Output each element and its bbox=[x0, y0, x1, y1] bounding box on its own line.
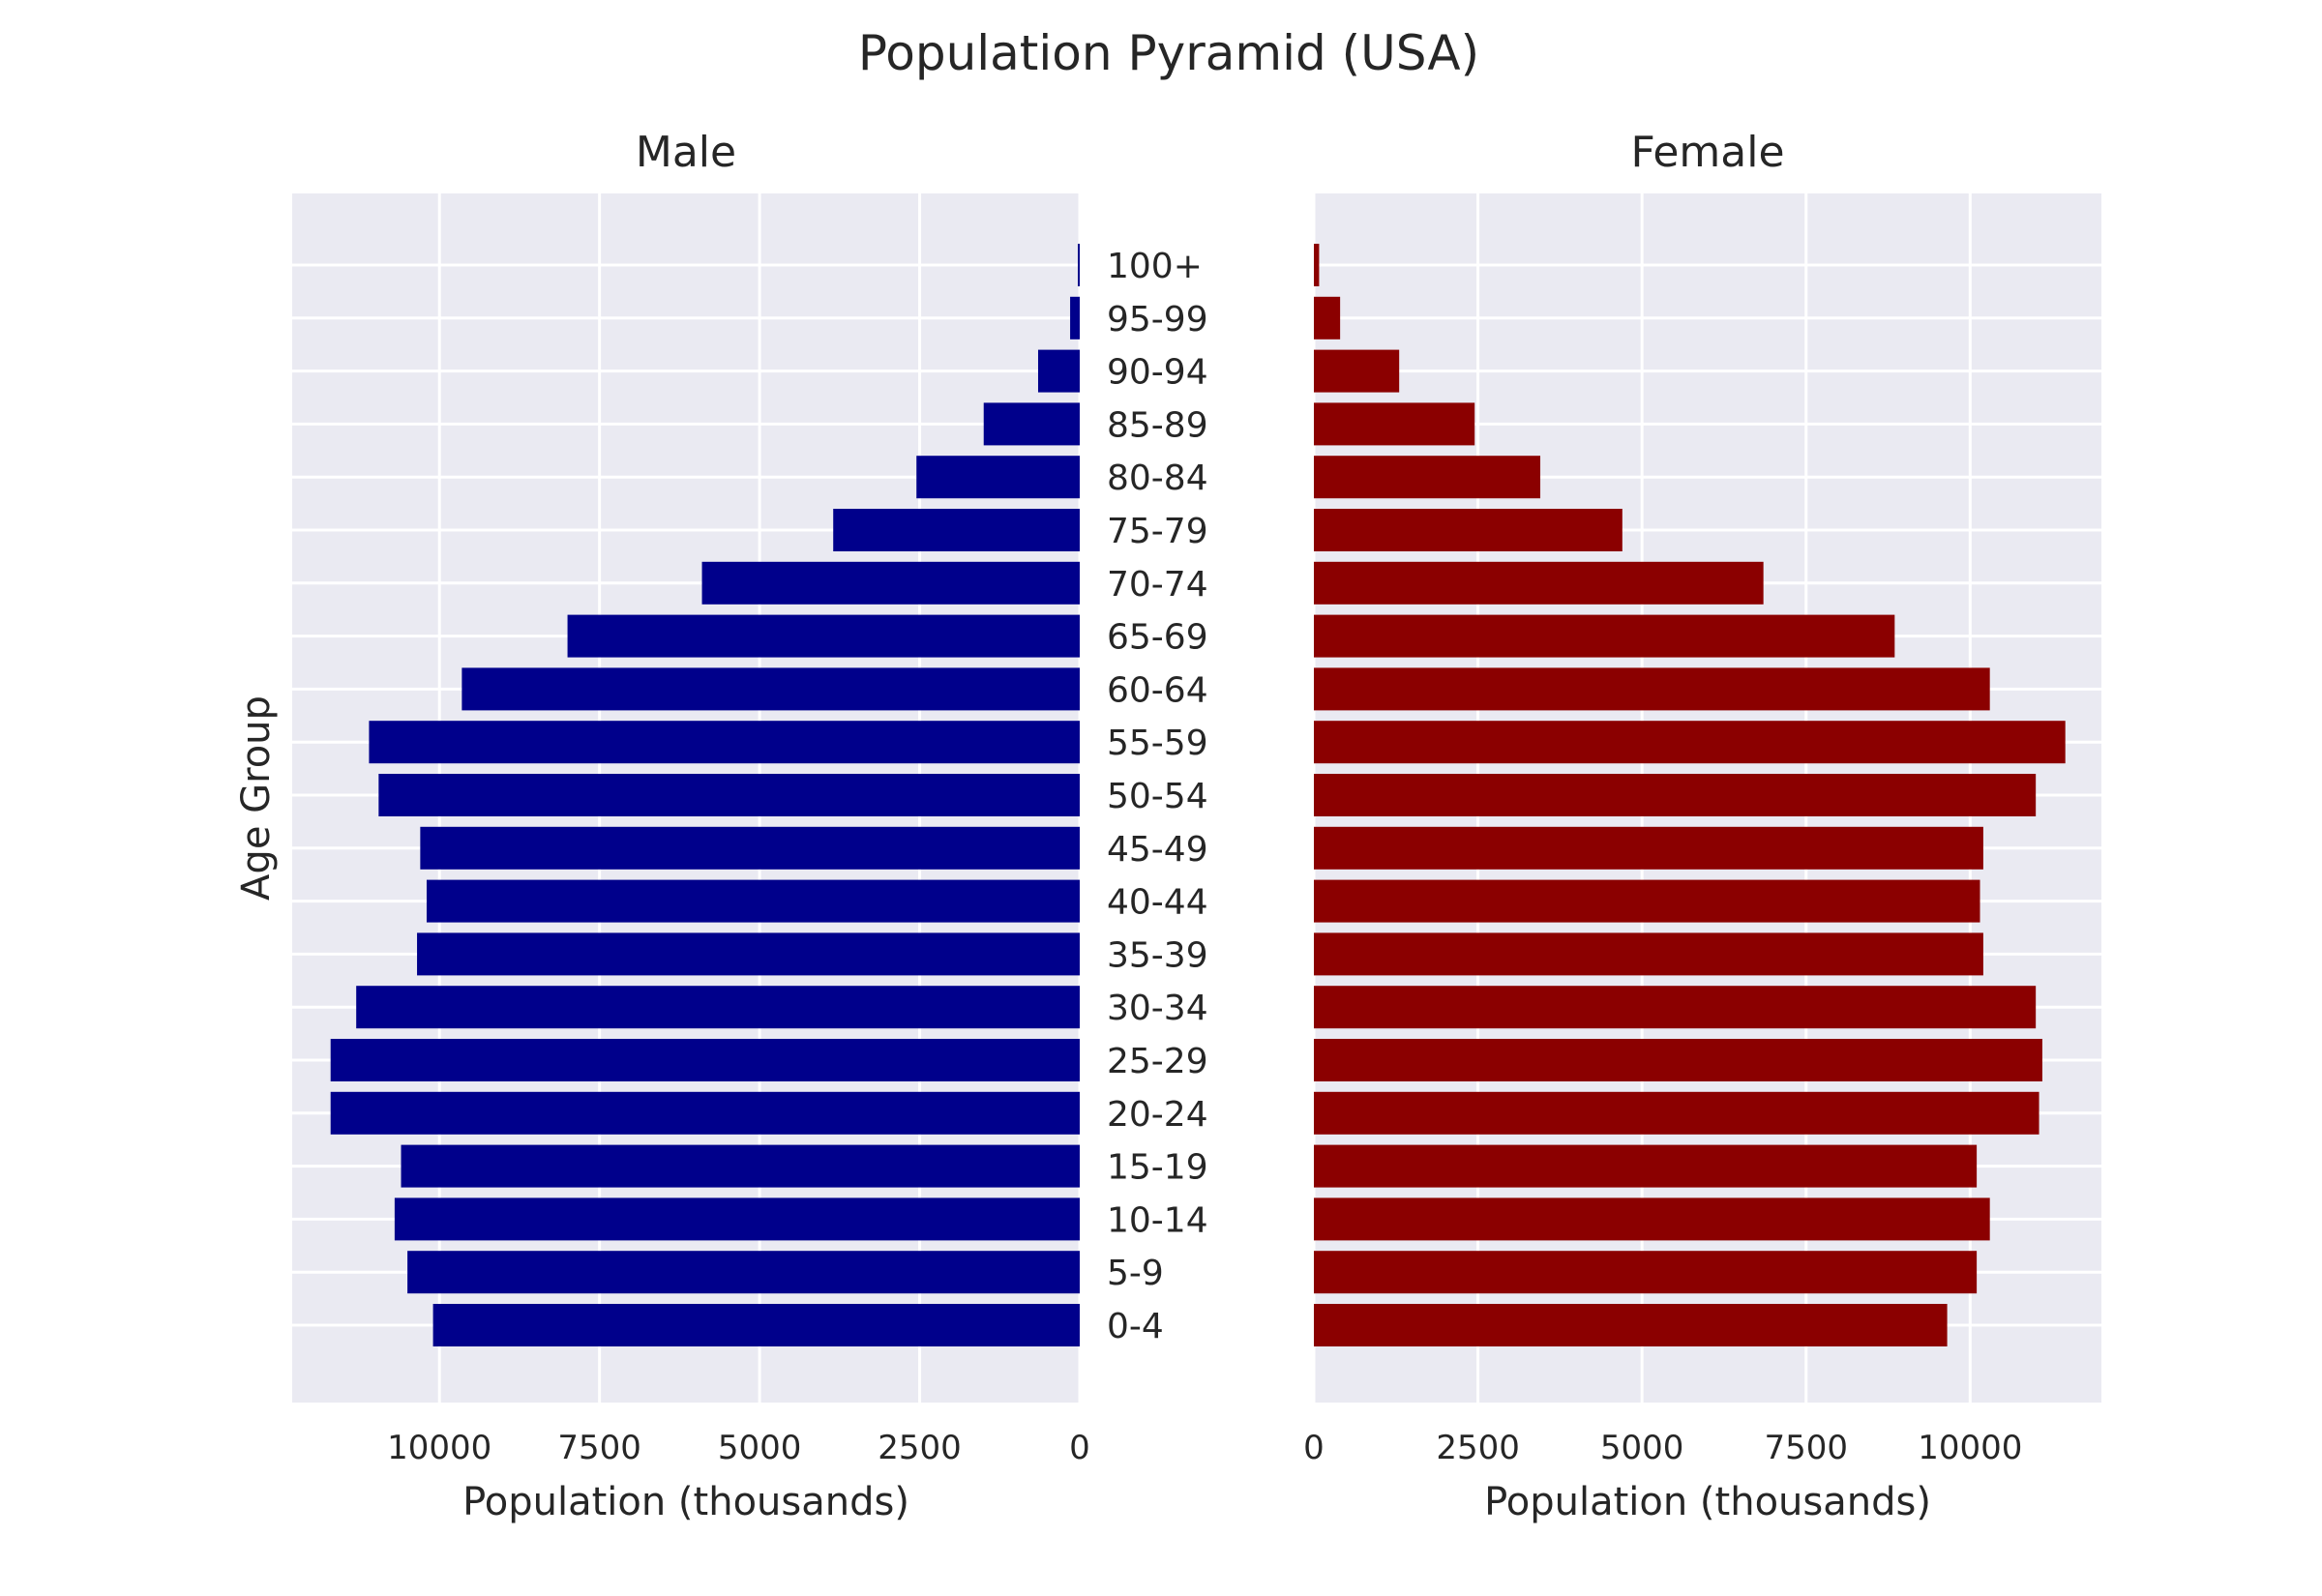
male-bar-10-14 bbox=[394, 1197, 1080, 1241]
female-x-tick-label: 10000 bbox=[1918, 1429, 2022, 1467]
age-label-80-84: 80-84 bbox=[1107, 458, 1208, 498]
female-bar-95-99 bbox=[1314, 296, 1341, 340]
age-label-60-64: 60-64 bbox=[1107, 670, 1208, 710]
female-bar-30-34 bbox=[1314, 986, 2037, 1029]
male-bar-5-9 bbox=[407, 1251, 1080, 1294]
male-bar-90-94 bbox=[1037, 349, 1080, 393]
male-x-tick-label: 7500 bbox=[557, 1429, 641, 1467]
female-bar-80-84 bbox=[1314, 456, 1541, 499]
female-bar-90-94 bbox=[1314, 349, 1400, 393]
female-bar-100+ bbox=[1314, 244, 1320, 286]
male-bar-85-89 bbox=[983, 402, 1080, 446]
male-x-tick-label: 5000 bbox=[718, 1429, 802, 1467]
age-label-15-19: 15-19 bbox=[1107, 1148, 1208, 1188]
female-bar-20-24 bbox=[1314, 1091, 2039, 1135]
female-bar-70-74 bbox=[1314, 561, 1764, 605]
female-x-tick-label: 5000 bbox=[1600, 1429, 1684, 1467]
female-bar-5-9 bbox=[1314, 1251, 1978, 1294]
male-x-tick-label: 2500 bbox=[878, 1429, 962, 1467]
male-x-axis-label: Population (thousands) bbox=[462, 1480, 909, 1524]
male-bar-25-29 bbox=[330, 1039, 1081, 1081]
age-label-70-74: 70-74 bbox=[1107, 565, 1208, 605]
age-label-90-94: 90-94 bbox=[1107, 353, 1208, 393]
female-bar-35-39 bbox=[1314, 932, 1983, 976]
female-panel-title: Female bbox=[1630, 128, 1784, 177]
male-x-tick-label: 0 bbox=[1069, 1429, 1090, 1467]
age-label-45-49: 45-49 bbox=[1107, 830, 1208, 870]
male-bar-70-74 bbox=[701, 561, 1080, 605]
female-bar-40-44 bbox=[1314, 879, 1980, 923]
male-bar-65-69 bbox=[567, 614, 1080, 658]
male-bar-50-54 bbox=[378, 774, 1081, 816]
age-label-95-99: 95-99 bbox=[1107, 300, 1208, 340]
age-label-100+: 100+ bbox=[1107, 247, 1203, 286]
male-bar-35-39 bbox=[417, 932, 1080, 976]
age-label-75-79: 75-79 bbox=[1107, 512, 1208, 551]
age-label-50-54: 50-54 bbox=[1107, 777, 1208, 816]
age-label-65-69: 65-69 bbox=[1107, 618, 1208, 658]
female-x-tick-label: 0 bbox=[1303, 1429, 1325, 1467]
female-bar-0-4 bbox=[1314, 1304, 1948, 1346]
y-axis-label: Age Group bbox=[234, 695, 279, 901]
age-label-55-59: 55-59 bbox=[1107, 724, 1208, 763]
male-bar-30-34 bbox=[356, 986, 1081, 1029]
chart-title: Population Pyramid (USA) bbox=[858, 25, 1479, 81]
male-bar-55-59 bbox=[369, 721, 1080, 764]
age-label-20-24: 20-24 bbox=[1107, 1095, 1208, 1135]
male-bar-40-44 bbox=[426, 879, 1081, 923]
age-label-85-89: 85-89 bbox=[1107, 405, 1208, 445]
male-bar-80-84 bbox=[916, 456, 1080, 499]
age-label-5-9: 5-9 bbox=[1107, 1254, 1164, 1293]
male-panel: 10000 7500 5000 2500 0 Male Population (thousa… bbox=[292, 128, 1090, 1524]
female-x-tick-label: 2500 bbox=[1436, 1429, 1520, 1467]
female-bar-25-29 bbox=[1314, 1039, 2042, 1081]
female-x-axis-label: Population (thousands) bbox=[1484, 1480, 1931, 1524]
male-bar-45-49 bbox=[420, 826, 1080, 870]
female-bar-50-54 bbox=[1314, 774, 2037, 816]
male-bar-75-79 bbox=[833, 509, 1080, 551]
female-bar-60-64 bbox=[1314, 667, 1990, 711]
age-group-labels: 0-4 5-9 10-14 15-19 20-24 25-29 30-34 35-39 40-4… bbox=[1107, 247, 1208, 1346]
female-bar-85-89 bbox=[1314, 402, 1475, 446]
age-label-35-39: 35-39 bbox=[1107, 935, 1208, 975]
age-label-30-34: 30-34 bbox=[1107, 989, 1208, 1028]
female-bar-75-79 bbox=[1314, 509, 1622, 551]
male-bar-15-19 bbox=[401, 1144, 1081, 1188]
female-bar-45-49 bbox=[1314, 826, 1983, 870]
male-bar-20-24 bbox=[330, 1091, 1081, 1135]
male-x-tick-label: 10000 bbox=[387, 1429, 491, 1467]
female-bar-15-19 bbox=[1314, 1144, 1978, 1188]
male-bar-95-99 bbox=[1070, 296, 1080, 340]
male-bar-0-4 bbox=[432, 1304, 1080, 1346]
male-bar-100+ bbox=[1078, 244, 1080, 286]
male-panel-title: Male bbox=[636, 128, 736, 177]
male-bar-60-64 bbox=[461, 667, 1080, 711]
female-x-tick-label: 7500 bbox=[1764, 1429, 1848, 1467]
female-bar-55-59 bbox=[1314, 721, 2066, 764]
female-bar-65-69 bbox=[1314, 614, 1895, 658]
female-bar-10-14 bbox=[1314, 1197, 1990, 1241]
age-label-40-44: 40-44 bbox=[1107, 883, 1208, 923]
age-label-0-4: 0-4 bbox=[1107, 1307, 1164, 1346]
age-label-10-14: 10-14 bbox=[1107, 1200, 1208, 1240]
age-label-25-29: 25-29 bbox=[1107, 1042, 1208, 1081]
female-panel: 0 2500 5000 7500 10000 Female Population (thou… bbox=[1303, 128, 2101, 1524]
